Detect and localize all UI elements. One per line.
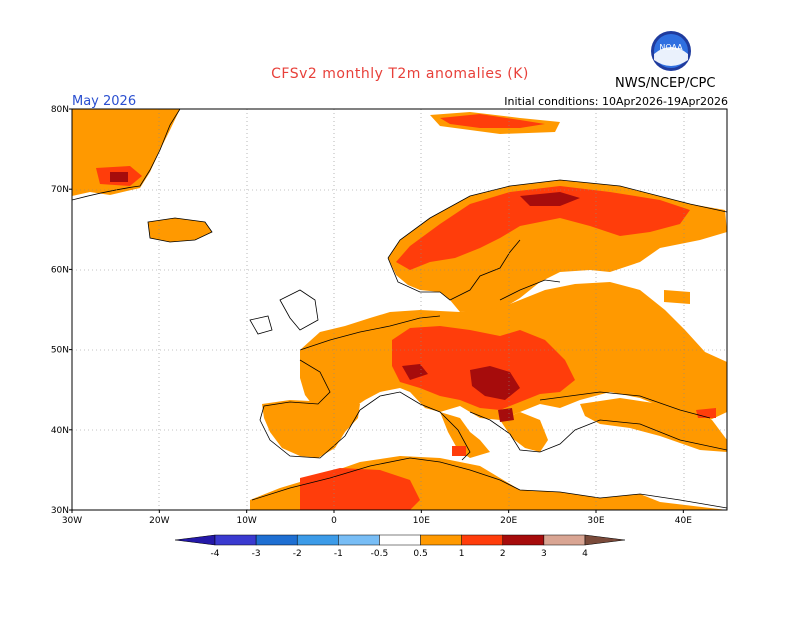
- colorbar-tick-label: 2: [500, 549, 506, 559]
- colorbar-tick-label: 1: [459, 549, 465, 559]
- colorbar-arrow-high: [584, 534, 626, 546]
- colorbar-tick-label: 0.5: [413, 549, 427, 559]
- chart-title: CFSv2 monthly T2m anomalies (K): [271, 66, 529, 82]
- colorbar-segment: [420, 534, 462, 546]
- anomaly-level-3-layer: [110, 172, 580, 422]
- colorbar-tick-label: -3: [252, 549, 261, 559]
- colorbar-tick-label: -4: [211, 549, 220, 559]
- colorbar-tick-label: -0.5: [371, 549, 389, 559]
- colorbar-tick-label: -2: [293, 549, 302, 559]
- colorbar-tick-label: 3: [541, 549, 547, 559]
- lon-label: 0: [331, 516, 337, 526]
- colorbar-legend: -4 -3 -2 -1 -0.5 0.5 1 2 3 4: [174, 534, 626, 559]
- anomaly-level-1-layer: [72, 109, 727, 510]
- colorbar-segment: [338, 534, 380, 546]
- colorbar-tick-label: -1: [334, 549, 343, 559]
- longitude-labels: 30W 20W 10W 0 10E 20E 30E 40E: [62, 510, 692, 526]
- agency-label: NWS/NCEP/CPC: [615, 76, 716, 91]
- colorbar-tick-label: 4: [582, 549, 588, 559]
- colorbar-segment: [543, 534, 586, 546]
- colorbar-segment: [214, 534, 257, 546]
- map-frame: [71, 108, 728, 511]
- coastlines: [72, 109, 727, 509]
- colorbar-segment: [296, 534, 339, 546]
- initial-conditions: Initial conditions: 10Apr2026-19Apr2026: [504, 95, 728, 108]
- graticule: [72, 109, 727, 510]
- lat-label: 30N: [51, 506, 69, 516]
- lon-label: 30E: [587, 516, 604, 526]
- lat-label: 50N: [51, 346, 69, 356]
- lat-label: 70N: [51, 185, 69, 195]
- lon-label: 20E: [500, 516, 517, 526]
- colorbar-segment: [502, 534, 545, 546]
- lat-label: 60N: [51, 265, 69, 275]
- logo-text: NOAA: [659, 43, 683, 52]
- colorbar-segment: [461, 534, 504, 546]
- lon-label: 10W: [236, 516, 256, 526]
- latitude-labels: 30N 40N 50N 60N 70N 80N: [51, 105, 72, 516]
- lon-label: 40E: [675, 516, 692, 526]
- noaa-logo-icon: NOAA: [651, 31, 691, 71]
- colorbar-arrow-low: [174, 534, 216, 546]
- lon-label: 30W: [62, 516, 82, 526]
- colorbar-segment: [379, 534, 421, 546]
- colorbar-segment: [255, 534, 298, 546]
- lon-label: 10E: [413, 516, 430, 526]
- lat-label: 40N: [51, 426, 69, 436]
- lon-label: 20W: [149, 516, 169, 526]
- forecast-month: May 2026: [72, 94, 137, 109]
- lat-label: 80N: [51, 105, 69, 115]
